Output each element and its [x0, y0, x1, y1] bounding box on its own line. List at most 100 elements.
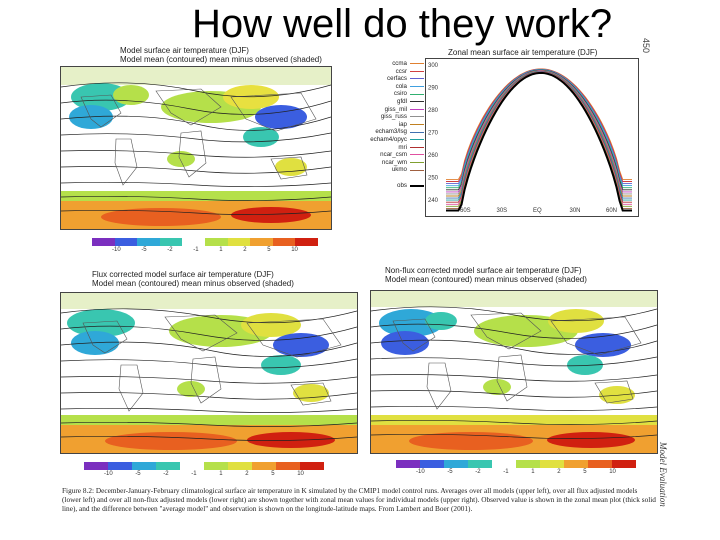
page-number: 450 [641, 38, 651, 54]
colorbar-tick: 10 [291, 247, 298, 253]
y-tick-label: 270 [428, 131, 439, 137]
legend-swatch [410, 169, 424, 171]
colorbar-tick: -1 [193, 247, 199, 253]
bottom-left-colorbar [84, 462, 324, 470]
colorbar-swatch [295, 238, 318, 246]
y-tick-label: 250 [428, 176, 439, 182]
top-left-panel-title: Model surface air temperature (DJF) [120, 46, 249, 55]
legend-swatch [410, 124, 424, 126]
colorbar-swatch [159, 238, 183, 246]
bottom-left-panel-heading: Flux corrected model surface air tempera… [92, 270, 294, 288]
bottom-right-colorbar [396, 460, 636, 468]
legend-swatch [410, 139, 424, 141]
bottom-left-panel-title: Flux corrected model surface air tempera… [92, 270, 274, 279]
zonal-chart-graphic: 300 290 280 270 260 250 240 60S 30S EQ 30N 60N [428, 63, 632, 214]
x-tick-label: 60S [460, 208, 471, 214]
legend-swatch [410, 108, 424, 110]
colorbar-swatch [204, 238, 228, 246]
colorbar-swatch [182, 238, 205, 246]
legend-entry: iap [362, 121, 424, 129]
legend-swatch [410, 63, 424, 65]
legend-swatch [410, 86, 424, 88]
legend-swatch [410, 162, 424, 164]
top-left-colorbar [92, 238, 318, 246]
top-left-map-graphic [61, 67, 331, 229]
legend-swatch [410, 154, 424, 156]
colorbar-swatch [137, 238, 160, 246]
legend-entry: ccma [362, 60, 424, 68]
colorbar-swatch [227, 238, 251, 246]
zonal-legend: ccma ccsr cerfacs cola csiro gfdl giss_mil giss… [362, 60, 424, 190]
colorbar-tick: 1 [219, 247, 223, 253]
legend-entry: csiro [362, 90, 424, 98]
legend-swatch [410, 70, 424, 72]
x-tick-label: EQ [533, 208, 542, 214]
y-tick-label: 290 [428, 86, 439, 92]
bottom-right-panel-subtitle: Model mean (contoured) mean minus observ… [385, 275, 587, 284]
legend-entry: obs [362, 182, 424, 190]
top-left-colorbar-ticks: -10 -5 -2 -1 1 2 5 10 [112, 247, 298, 253]
figure-caption: Figure 8.2: December-January-February cl… [62, 486, 656, 513]
legend-swatch [410, 93, 424, 95]
legend-label: obs [397, 181, 407, 189]
legend-label: cerfacs [387, 75, 407, 83]
colorbar-tick: 5 [267, 247, 271, 253]
bottom-left-map [60, 292, 358, 454]
x-tick-label: 60N [606, 208, 617, 214]
legend-label: echam4/opyc [370, 135, 407, 143]
legend-label: ccsr [395, 67, 407, 75]
legend-swatch [410, 146, 424, 148]
side-label: Model Evaluation [658, 442, 668, 507]
legend-entry: cola [362, 83, 424, 91]
colorbar-tick: -2 [167, 247, 173, 253]
legend-entry: echam4/opyc [362, 136, 424, 144]
top-left-panel-heading: Model surface air temperature (DJF) Mode… [120, 46, 322, 64]
legend-label: csiro [393, 90, 407, 98]
legend-swatch [410, 78, 424, 80]
zonal-chart: 300 290 280 270 260 250 240 60S 30S EQ 30N 60N [425, 58, 639, 217]
legend-label: ncar_wm [381, 158, 407, 166]
legend-entry: giss_mil [362, 106, 424, 114]
bottom-left-colorbar-ticks: -10 -5 -2 -1 1 2 5 10 [104, 471, 304, 477]
bottom-right-map-graphic [371, 291, 657, 453]
zonal-chart-title: Zonal mean surface air temperature (DJF) [448, 48, 598, 57]
y-tick-label: 240 [428, 198, 439, 204]
legend-swatch [410, 101, 424, 103]
legend-label: mri [398, 143, 407, 151]
zonal-series-line [446, 71, 632, 212]
legend-label: iap [398, 120, 407, 128]
zonal-series-line [446, 68, 632, 182]
bottom-right-panel-heading: Non-flux corrected model surface air tem… [385, 266, 587, 284]
colorbar-tick: 2 [243, 247, 247, 253]
bottom-left-panel-subtitle: Model mean (contoured) mean minus observ… [92, 279, 294, 288]
legend-swatch [410, 184, 424, 187]
bottom-right-colorbar-ticks: -10 -5 -2 -1 1 2 5 10 [416, 469, 616, 475]
legend-label: giss_mil [384, 105, 407, 113]
colorbar-swatch [114, 238, 138, 246]
legend-entry: giss_russ [362, 113, 424, 121]
legend-entry: echam3/lsg [362, 128, 424, 136]
legend-entry: gfdl [362, 98, 424, 106]
bottom-right-panel-title: Non-flux corrected model surface air tem… [385, 266, 582, 275]
legend-label: ccma [392, 60, 407, 67]
legend-entry: ccsr [362, 68, 424, 76]
legend-swatch [410, 131, 424, 133]
legend-entry: ukmo [362, 166, 424, 174]
legend-label: cola [395, 82, 407, 90]
legend-label: echam3/lsg [375, 128, 407, 136]
top-left-panel-subtitle: Model mean (contoured) mean minus observ… [120, 55, 322, 64]
legend-entry: ncar_csm [362, 151, 424, 159]
y-tick-label: 300 [428, 63, 439, 69]
top-left-map [60, 66, 332, 230]
x-tick-label: 30S [497, 208, 508, 214]
legend-entry: ncar_wm [362, 159, 424, 167]
legend-label: giss_russ [380, 113, 407, 121]
colorbar-tick: -5 [141, 247, 147, 253]
slide-title: How well do they work? [192, 2, 613, 46]
zonal-series-line [446, 68, 632, 180]
legend-label: ncar_csm [380, 151, 407, 159]
x-tick-label: 30N [570, 208, 581, 214]
y-tick-label: 260 [428, 153, 439, 159]
legend-label: ukmo [391, 166, 407, 174]
bottom-left-map-graphic [61, 293, 357, 453]
